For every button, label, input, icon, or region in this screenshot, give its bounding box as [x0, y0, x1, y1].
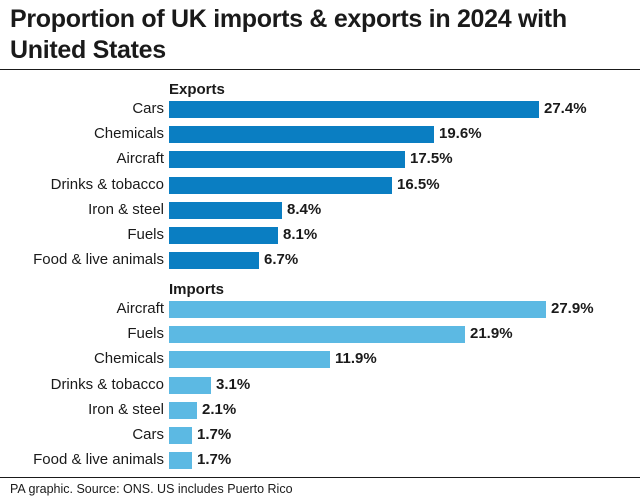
exports-value-label: 17.5%	[410, 150, 453, 168]
exports-bar	[169, 151, 405, 169]
exports-value-label: 8.4%	[287, 200, 322, 218]
exports-bar	[169, 227, 278, 244]
exports-category-label: Food & live animals	[33, 251, 164, 269]
imports-bar	[169, 351, 330, 369]
imports-value-label: 3.1%	[216, 375, 251, 393]
exports-value-label: 27.4%	[544, 100, 587, 117]
exports-bar	[169, 176, 392, 194]
imports-category-label: Iron & steel	[88, 400, 164, 418]
imports-value-label: 11.9%	[335, 350, 377, 368]
exports-category-label: Fuels	[127, 226, 164, 243]
exports-bar	[169, 201, 282, 219]
exports-category-label: Iron & steel	[88, 200, 164, 218]
imports-category-label: Fuels	[127, 325, 164, 343]
imports-value-label: 1.7%	[197, 451, 232, 469]
imports-bar	[169, 376, 211, 394]
imports-bar	[169, 301, 546, 318]
exports-value-label: 6.7%	[264, 251, 299, 269]
exports-bar	[169, 126, 434, 144]
exports-category-label: Drinks & tobacco	[50, 175, 164, 193]
imports-value-label: 27.9%	[551, 300, 594, 317]
imports-section-label: Imports	[169, 281, 225, 298]
imports-bar	[169, 401, 197, 419]
exports-value-label: 8.1%	[283, 226, 318, 243]
exports-bar	[169, 101, 539, 118]
exports-value-label: 16.5%	[397, 175, 440, 193]
exports-bar	[169, 252, 259, 270]
imports-bar	[169, 326, 465, 344]
imports-category-label: Cars	[132, 426, 164, 443]
title-divider	[0, 69, 640, 70]
imports-bar	[169, 452, 192, 470]
imports-category-label: Food & live animals	[33, 451, 164, 469]
imports-value-label: 2.1%	[202, 400, 237, 418]
exports-category-label: Aircraft	[116, 150, 164, 168]
imports-category-label: Drinks & tobacco	[50, 375, 164, 393]
imports-value-label: 21.9%	[470, 325, 513, 343]
exports-category-label: Chemicals	[93, 125, 164, 143]
exports-category-label: Cars	[132, 100, 164, 117]
imports-bar	[169, 427, 192, 444]
exports-section-label: Exports	[169, 81, 225, 98]
imports-value-label: 1.7%	[197, 426, 232, 443]
exports-value-label: 19.6%	[439, 125, 482, 143]
imports-category-label: Chemicals	[93, 350, 164, 368]
footer-divider	[0, 477, 640, 478]
source-note: PA graphic. Source: ONS. US includes Pue…	[10, 482, 293, 496]
imports-category-label: Aircraft	[116, 300, 164, 317]
chart-title: Proportion of UK imports & exports in 20…	[10, 5, 567, 64]
